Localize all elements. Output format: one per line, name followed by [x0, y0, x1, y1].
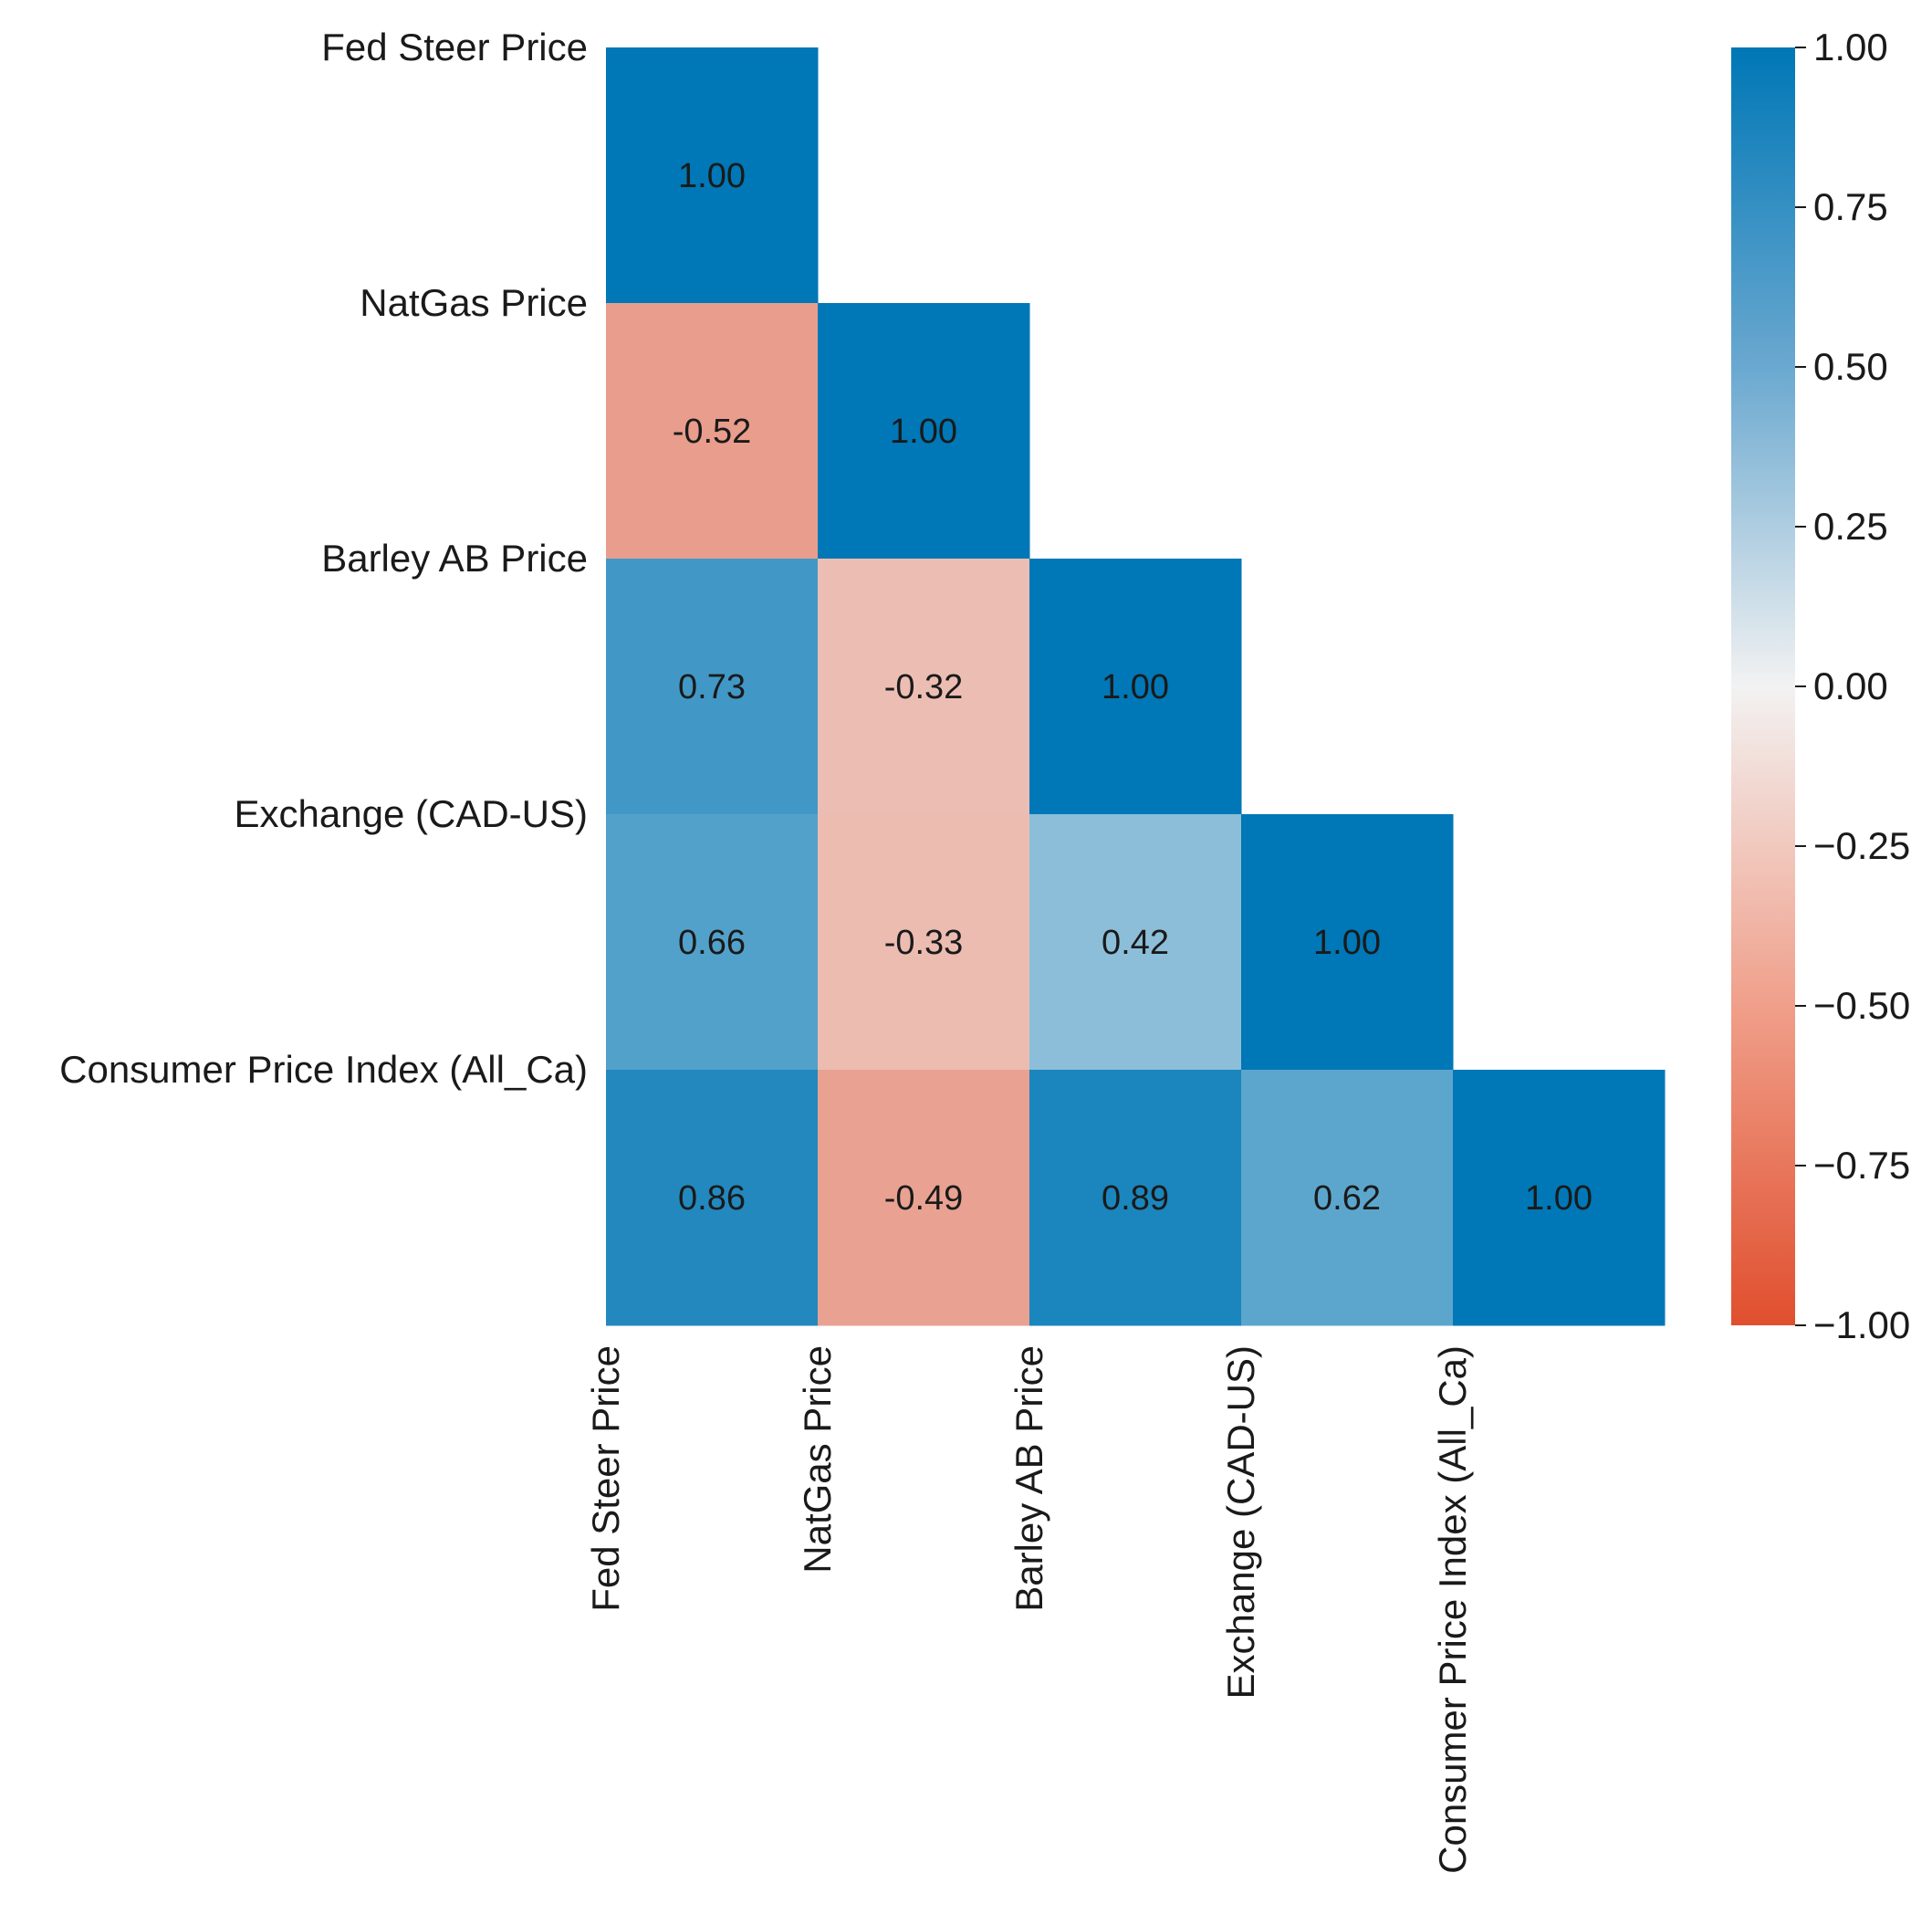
heatmap-cell-r4-c3	[1241, 1070, 1454, 1326]
y-tick-label-barley-ab-price: Barley AB Price	[321, 537, 588, 580]
cell-value-r2-c1: -0.32	[884, 668, 964, 706]
cell-value-r4-c4: 1.00	[1525, 1179, 1593, 1218]
heatmap-cell-r3-c1	[818, 814, 1030, 1071]
colorbar-tick-label-3: 0.25	[1813, 505, 1888, 548]
heatmap-cell-r2-c1	[818, 559, 1030, 815]
cell-value-r1-c0: -0.52	[673, 413, 752, 451]
colorbar-tick-label-4: 0.00	[1813, 664, 1888, 707]
cell-value-r3-c3: 1.00	[1313, 924, 1381, 962]
heatmap-cells	[606, 47, 1666, 1326]
heatmap-cell-r3-c2	[1029, 814, 1242, 1071]
x-tick-label-consumer-price-index-all-ca: Consumer Price Index (All_Ca)	[1431, 1345, 1474, 1874]
cell-value-r3-c0: 0.66	[678, 924, 746, 962]
heatmap-cell-r3-c0	[606, 814, 819, 1071]
x-tick-label-exchange-cad-us: Exchange (CAD-US)	[1219, 1345, 1262, 1699]
heatmap-cell-labels: 1.00 -0.52 1.00 0.73 -0.32 1.00 0.66 -0.33 0.42 1…	[673, 157, 1593, 1218]
cell-value-r4-c0: 0.86	[678, 1179, 746, 1218]
heatmap-cell-r1-c0	[606, 303, 819, 560]
heatmap-cell-r0-c0	[606, 47, 819, 304]
cell-value-r3-c2: 0.42	[1102, 924, 1169, 962]
cell-value-r2-c0: 0.73	[678, 668, 746, 706]
x-tick-label-natgas-price: NatGas Price	[796, 1345, 839, 1574]
colorbar-tick-label-2: 0.50	[1813, 345, 1888, 388]
cell-value-r0-c0: 1.00	[678, 157, 746, 195]
x-tick-label-fed-steer-price: Fed Steer Price	[584, 1345, 627, 1612]
heatmap-cell-r3-c3	[1241, 814, 1454, 1071]
heatmap-cell-r4-c1	[818, 1070, 1030, 1326]
heatmap-cell-r2-c0	[606, 559, 819, 815]
x-axis-labels: Fed Steer Price NatGas Price Barley AB Pri…	[584, 1345, 1474, 1874]
cell-value-r4-c2: 0.89	[1102, 1179, 1169, 1218]
colorbar-ticks: 1.00 0.75 0.50 0.25 0.00 −0.25 −0.50 −0.75 −1.00	[1795, 26, 1910, 1346]
colorbar-tick-label-8: −1.00	[1813, 1303, 1910, 1346]
y-tick-label-exchange-cad-us: Exchange (CAD-US)	[235, 792, 588, 835]
y-axis-labels: Fed Steer Price NatGas Price Barley AB Pri…	[59, 26, 588, 1091]
heatmap-cell-r2-c2	[1029, 559, 1242, 815]
cell-value-r2-c2: 1.00	[1102, 668, 1169, 706]
y-tick-label-consumer-price-index-all-ca: Consumer Price Index (All_Ca)	[59, 1048, 588, 1091]
colorbar-tick-label-5: −0.25	[1813, 824, 1910, 867]
colorbar-tick-label-7: −0.75	[1813, 1144, 1910, 1187]
y-tick-label-fed-steer-price: Fed Steer Price	[321, 26, 588, 68]
cell-value-r4-c3: 0.62	[1313, 1179, 1381, 1218]
cell-value-r1-c1: 1.00	[890, 413, 957, 451]
heatmap-cell-r1-c1	[818, 303, 1030, 560]
colorbar	[1731, 47, 1795, 1325]
colorbar-tick-label-6: −0.50	[1813, 984, 1910, 1027]
cell-value-r4-c1: -0.49	[884, 1179, 964, 1218]
x-tick-label-barley-ab-price: Barley AB Price	[1008, 1345, 1050, 1612]
colorbar-tick-label-1: 0.75	[1813, 185, 1888, 228]
heatmap-cell-r4-c2	[1029, 1070, 1242, 1326]
heatmap-cell-r4-c4	[1453, 1070, 1666, 1326]
y-tick-label-natgas-price: NatGas Price	[360, 281, 588, 324]
colorbar-gradient	[1731, 47, 1795, 1325]
heatmap-cell-r4-c0	[606, 1070, 819, 1326]
cell-value-r3-c1: -0.33	[884, 924, 964, 962]
colorbar-tick-label-0: 1.00	[1813, 26, 1888, 68]
